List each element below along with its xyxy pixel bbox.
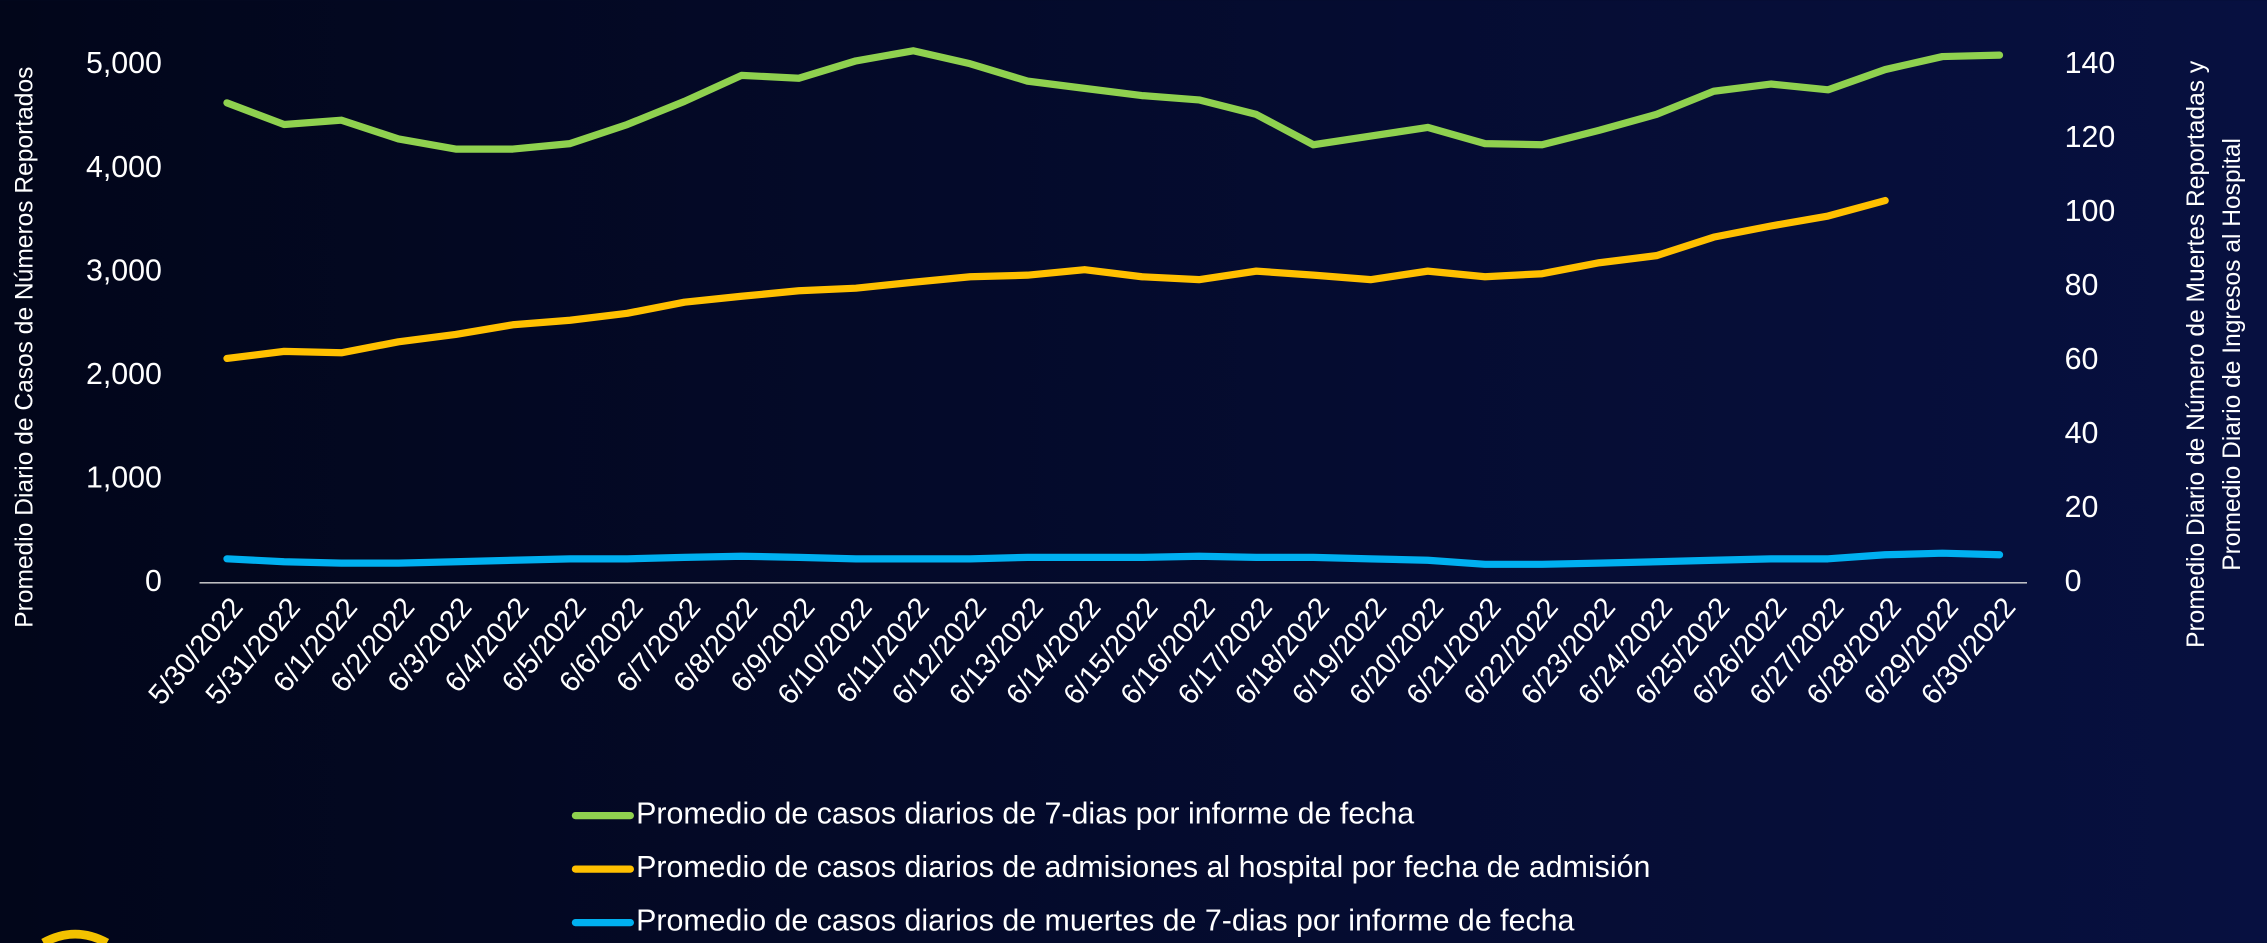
y-tick-label: 2,000 xyxy=(86,358,162,391)
legend-label: Promedio de casos diarios de muertes de … xyxy=(636,905,1574,938)
y2-axis-label: Promedio Diario de Número de Muertes Rep… xyxy=(2183,60,2210,648)
y2-tick-label: 100 xyxy=(2065,195,2116,228)
series-line xyxy=(223,549,2004,568)
y2-tick-label: 80 xyxy=(2065,269,2099,302)
y2-tick-label: 0 xyxy=(2065,565,2082,598)
legend-label: Promedio de casos diarios de 7-dias por … xyxy=(636,798,1414,831)
y2-tick-label: 20 xyxy=(2065,491,2099,524)
y-tick-label: 1,000 xyxy=(86,461,162,494)
y2-axis-label: Promedio Diario de Ingresos al Hospital xyxy=(2219,138,2246,571)
y-tick-label: 0 xyxy=(145,565,162,598)
logo-fragment xyxy=(41,929,110,943)
y-axis-label: Promedio Diario de Casos de Números Repo… xyxy=(12,67,39,628)
y2-tick-label: 60 xyxy=(2065,343,2099,376)
series-line xyxy=(223,47,2004,153)
legend-label: Promedio de casos diarios de admisiones … xyxy=(636,851,1650,884)
y2-tick-label: 120 xyxy=(2065,121,2116,154)
series-line xyxy=(223,196,1889,363)
y2-tick-label: 40 xyxy=(2065,417,2099,450)
y2-tick-label: 140 xyxy=(2065,47,2116,80)
y-tick-label: 5,000 xyxy=(86,47,162,80)
y-tick-label: 3,000 xyxy=(86,254,162,287)
y-tick-label: 4,000 xyxy=(86,151,162,184)
